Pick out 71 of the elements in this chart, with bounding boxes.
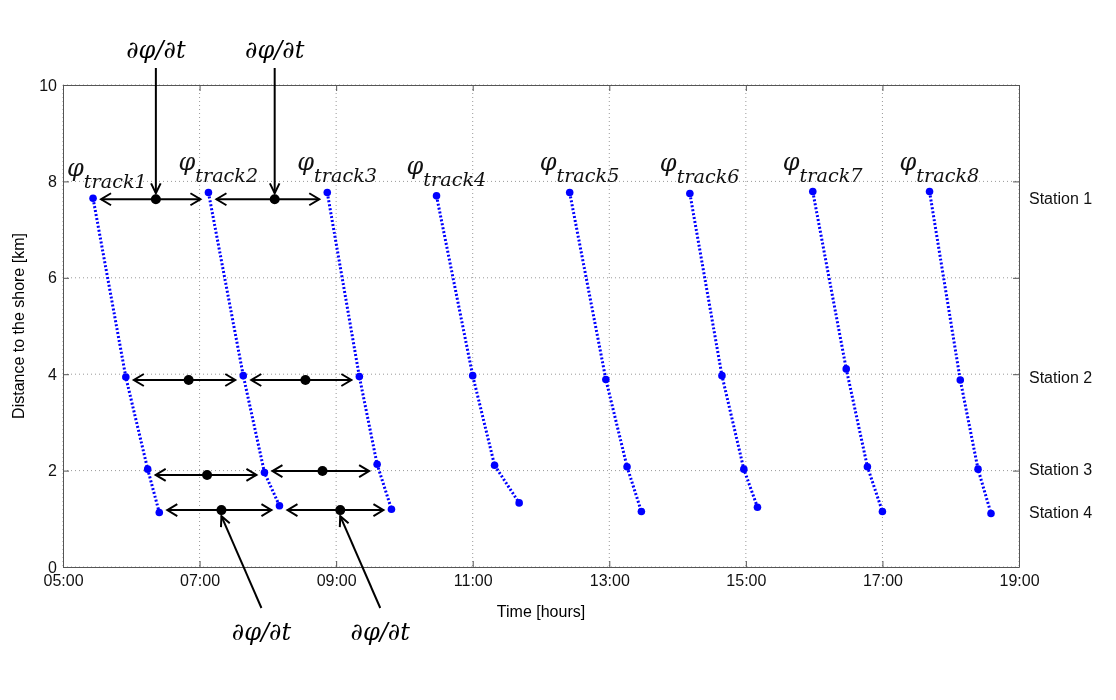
- point: [204, 188, 213, 197]
- point: [956, 376, 965, 384]
- point: [623, 462, 631, 471]
- point: [878, 507, 887, 516]
- series-label: φ$_{track5}$: [539, 148, 620, 187]
- point: [863, 462, 872, 471]
- x-tick-label: 05:00: [43, 572, 84, 590]
- point: [355, 372, 364, 381]
- point: [216, 505, 227, 516]
- annotation: ∂φ/∂t: [126, 36, 186, 64]
- y-tick-label: 8: [48, 173, 58, 191]
- x-tick-label: 09:00: [316, 572, 357, 590]
- point: [300, 374, 311, 385]
- text: Station 1: [1029, 189, 1093, 207]
- point: [155, 508, 164, 517]
- point: [686, 189, 694, 198]
- y-tick-label: 2: [48, 462, 58, 480]
- series-label: φ$_{track4}$: [406, 151, 487, 191]
- point: [842, 365, 851, 373]
- text: Station 4: [1029, 504, 1093, 522]
- annotation: ∂φ/∂t: [231, 618, 292, 646]
- point: [239, 371, 248, 380]
- annotation: ∂φ/∂t: [350, 618, 411, 646]
- point: [515, 499, 523, 507]
- x-tick-label: 15:00: [726, 572, 767, 590]
- text: Station 3: [1029, 460, 1093, 478]
- x-axis-title: Time [hours]: [496, 603, 586, 620]
- series-label: φ$_{track3}$: [297, 148, 377, 187]
- point: [490, 461, 499, 470]
- point: [925, 187, 934, 196]
- point: [275, 502, 284, 510]
- point: [468, 371, 477, 380]
- y-axis-title: Distance to the shore [km]: [10, 233, 27, 419]
- text: Station 2: [1029, 368, 1093, 386]
- point: [740, 465, 748, 473]
- point: [143, 465, 152, 473]
- point: [89, 194, 97, 203]
- point: [317, 466, 328, 477]
- point: [753, 503, 762, 512]
- point: [373, 460, 381, 469]
- x-tick-label: 13:00: [589, 572, 630, 590]
- point: [150, 194, 161, 205]
- y-tick-label: 10: [39, 76, 58, 94]
- series-label: φ$_{track7}$: [782, 147, 864, 187]
- series-label: φ$_{track8}$: [899, 147, 980, 187]
- x-tick-label: 17:00: [862, 572, 904, 590]
- y-tick-label: 6: [48, 269, 58, 287]
- point: [718, 371, 726, 380]
- point: [974, 465, 982, 473]
- x-tick-label: 11:00: [453, 572, 493, 590]
- point: [602, 375, 610, 384]
- point: [323, 188, 332, 197]
- point: [260, 468, 269, 477]
- series-label: φ$_{track6}$: [659, 149, 740, 188]
- annotation: ∂φ/∂t: [245, 36, 305, 64]
- series-label: φ$_{track2}$: [178, 148, 259, 187]
- point: [565, 188, 574, 197]
- x-tick-label: 07:00: [180, 572, 221, 590]
- point: [432, 192, 441, 200]
- point: [987, 509, 995, 518]
- point: [387, 505, 396, 513]
- series-label: φ$_{track1}$: [67, 154, 147, 193]
- point: [637, 507, 646, 516]
- point: [335, 505, 346, 516]
- point: [183, 374, 194, 385]
- point: [202, 469, 213, 480]
- point: [122, 373, 130, 381]
- point: [808, 187, 817, 196]
- x-tick-label: 19:00: [999, 572, 1040, 590]
- point: [269, 194, 280, 205]
- y-tick-label: 4: [48, 365, 58, 383]
